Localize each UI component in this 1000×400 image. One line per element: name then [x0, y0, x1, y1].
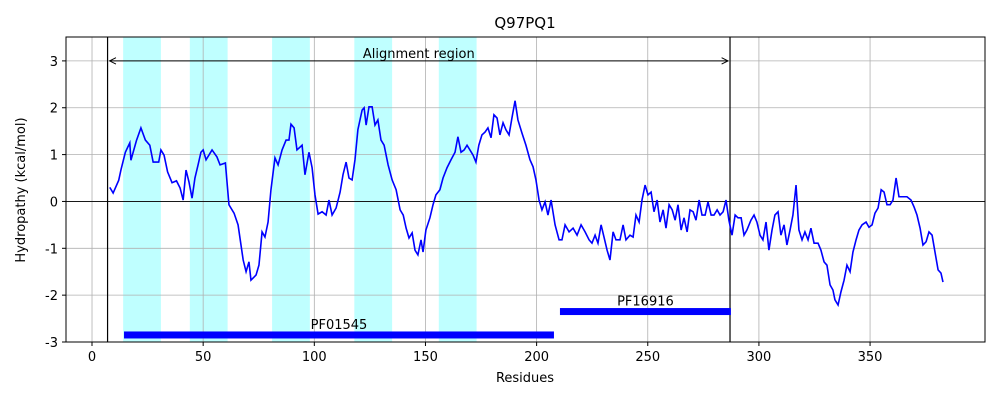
x-tick-label: 50	[195, 350, 212, 365]
shaded-region	[354, 37, 393, 342]
x-tick-label: 100	[302, 350, 327, 365]
domain-label: PF16916	[617, 295, 674, 310]
domain-label: PF01545	[311, 318, 368, 333]
chart-title: Q97PQ1	[494, 14, 555, 32]
plot-frame	[65, 36, 986, 343]
shaded-region	[189, 37, 228, 342]
y-tick-label: 1	[50, 149, 58, 164]
x-tick-label: 250	[635, 350, 660, 365]
x-axis-label: Residues	[496, 371, 554, 386]
domain-bar	[124, 331, 554, 339]
shaded-region	[438, 37, 477, 342]
x-tick-label: 200	[524, 350, 549, 365]
shaded-region	[123, 37, 161, 342]
y-axis-label: Hydropathy (kcal/mol)	[14, 117, 29, 262]
y-tick-label: -3	[45, 336, 58, 351]
region-label: Alignment region	[363, 47, 475, 62]
x-tick-label: 300	[747, 350, 772, 365]
y-tick-label: 2	[50, 102, 58, 117]
y-tick-label: -2	[45, 289, 58, 304]
y-tick-label: 0	[50, 195, 58, 210]
data-line	[109, 100, 944, 308]
x-tick-label: 0	[88, 350, 96, 365]
y-tick-label: 3	[50, 55, 58, 70]
y-tick-label: -1	[45, 242, 58, 257]
domain-bar	[559, 308, 731, 316]
shaded-region	[272, 37, 310, 342]
x-tick-label: 150	[413, 350, 438, 365]
x-tick-label: 350	[858, 350, 883, 365]
